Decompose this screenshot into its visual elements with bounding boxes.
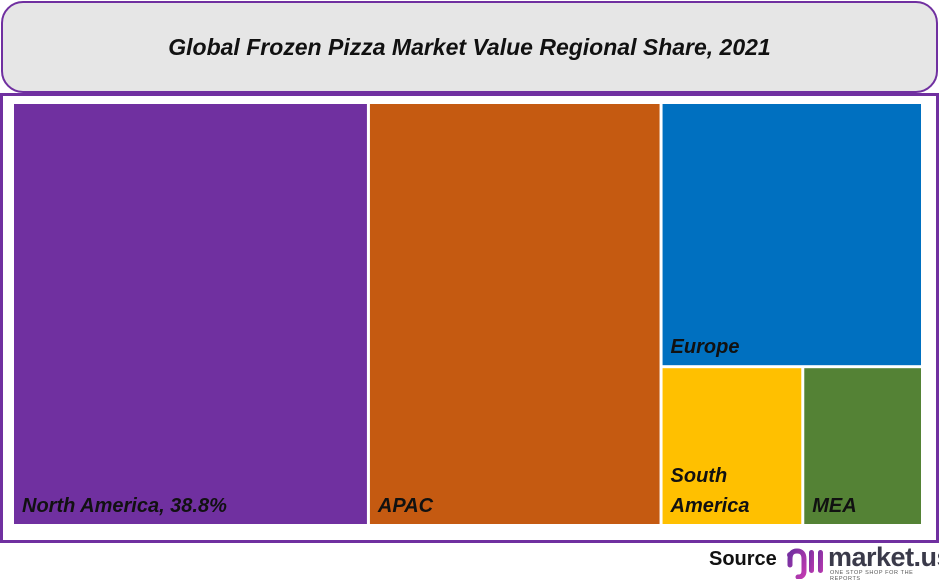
source-label: Source (709, 548, 777, 570)
tile-label-south-america: South America (670, 465, 750, 517)
treemap: North America, 38.8% APAC Europe South Ameri… (14, 104, 921, 524)
title-box: Global Frozen Pizza Market Value Regiona… (1, 1, 938, 93)
chart-title: Global Frozen Pizza Market Value Regiona… (168, 33, 771, 60)
tile-europe (662, 104, 921, 366)
tile-mea (804, 368, 921, 524)
tile-label-europe: Europe (671, 336, 740, 358)
tile-label-mea: MEA (812, 495, 856, 517)
tile-south-america (662, 368, 802, 524)
market-us-logo-icon (787, 548, 823, 579)
tile-label-north-america: North America, 38.8% (22, 495, 227, 517)
tile-apac (369, 104, 660, 524)
logo-tagline: ONE STOP SHOP FOR THE REPORTS (830, 570, 914, 582)
chart-area: North America, 38.8% APAC Europe South Ameri… (0, 93, 939, 543)
logo-text: market.us (828, 542, 939, 572)
tile-label-apac: APAC (377, 495, 434, 517)
tile-north-america (14, 104, 367, 524)
